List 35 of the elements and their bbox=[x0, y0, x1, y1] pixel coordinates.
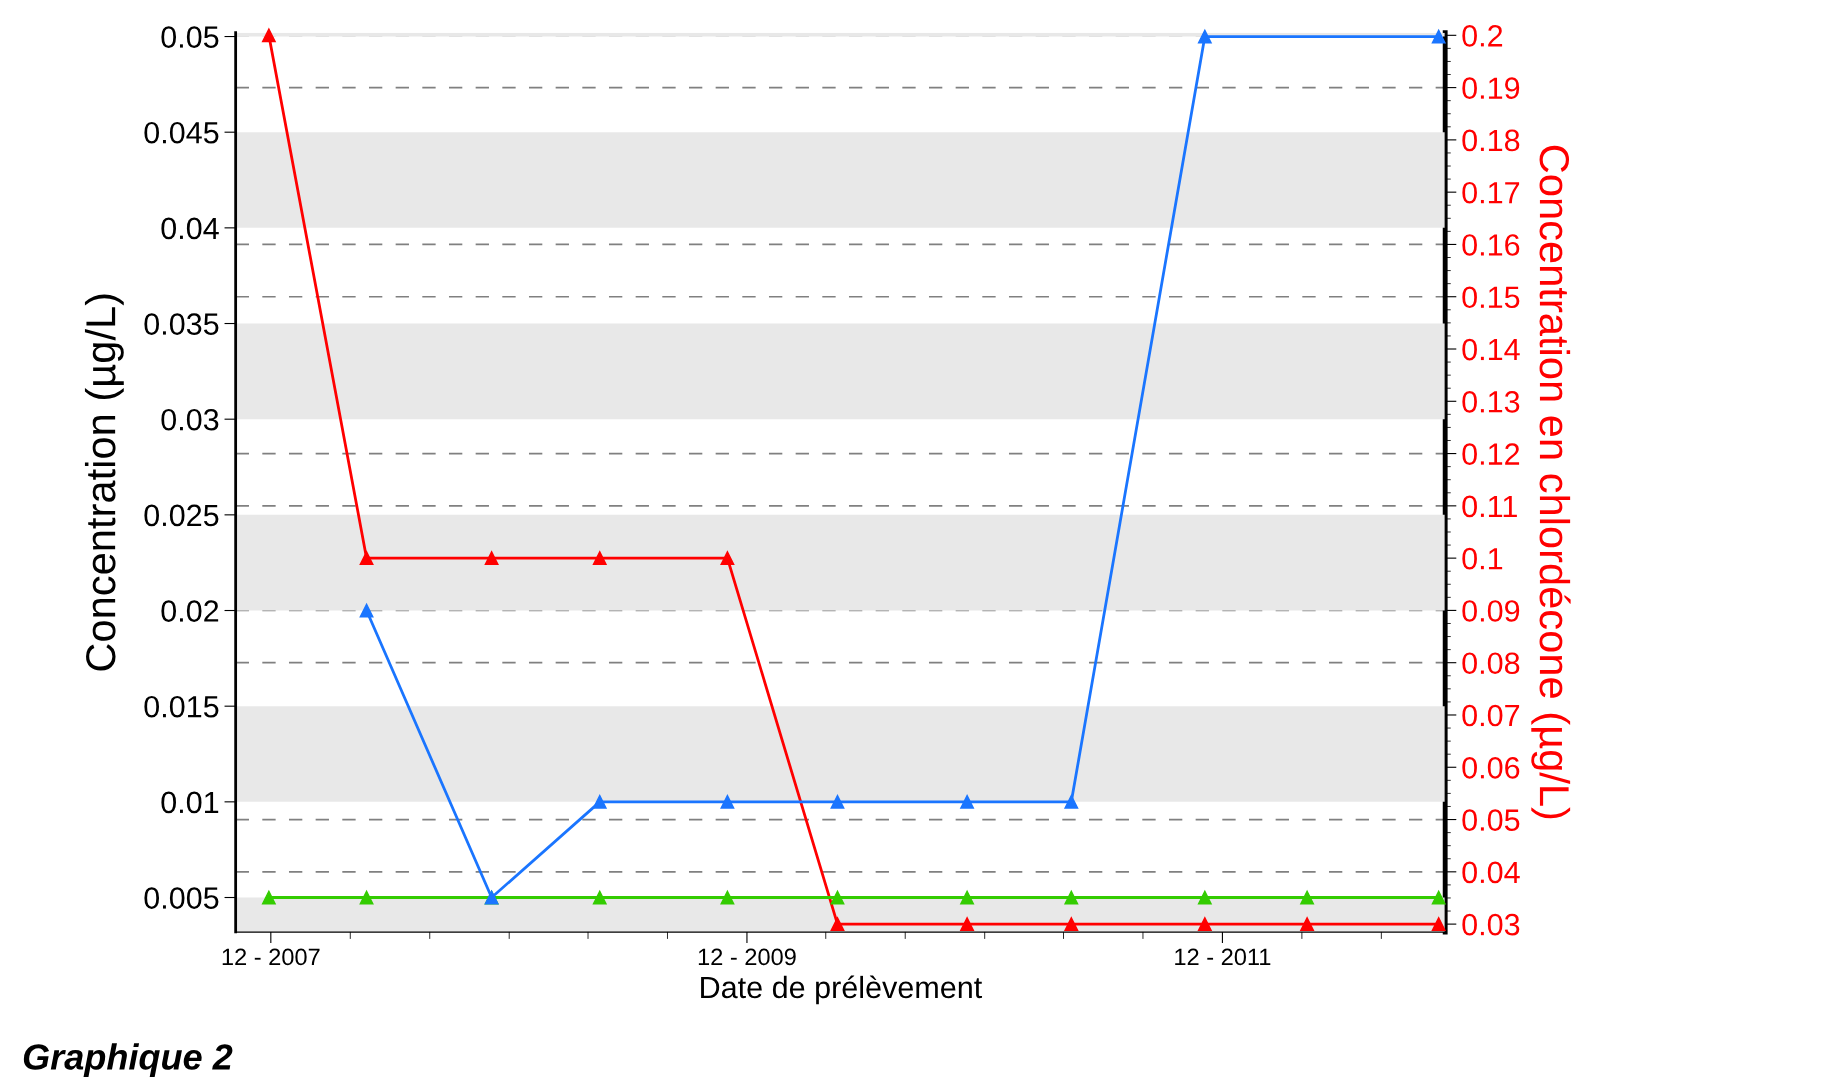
y-tick-label: 0.045 bbox=[144, 121, 219, 144]
y2-tick-label: 0.1 bbox=[1462, 547, 1503, 570]
y2-tick-label: 0.05 bbox=[1462, 809, 1520, 831]
x-tick-label: 12 - 2007 bbox=[222, 948, 320, 966]
y2-tick-label: 0.18 bbox=[1462, 129, 1520, 152]
y-tick-label: 0.03 bbox=[161, 408, 219, 431]
y-tick-label: 0.005 bbox=[144, 887, 219, 909]
x-tick-label: 12 - 2011 bbox=[1175, 948, 1271, 966]
y-tick-label: 0.035 bbox=[144, 313, 219, 335]
text: Graphique 2 bbox=[23, 1043, 233, 1077]
y2-tick-label: 0.2 bbox=[1462, 25, 1503, 47]
y-tick-label: 0.025 bbox=[144, 504, 219, 527]
y2-tick-label: 0.06 bbox=[1462, 757, 1520, 779]
y2-tick-label: 0.07 bbox=[1462, 704, 1520, 727]
y2-tick-label: 0.09 bbox=[1462, 600, 1520, 622]
y-tick-label: 0.02 bbox=[161, 600, 219, 622]
y2-tick-label: 0.16 bbox=[1462, 234, 1520, 256]
y-tick-label: 0.01 bbox=[161, 791, 219, 814]
y2-tick-label: 0.03 bbox=[1462, 913, 1520, 936]
y2-tick-label: 0.15 bbox=[1462, 286, 1520, 309]
y-axis-title: Concentration (µg/L) bbox=[84, 294, 124, 671]
y2-tick-label: 0.11 bbox=[1462, 495, 1517, 518]
y-tick-label: 0.015 bbox=[144, 695, 219, 718]
y2-tick-label: 0.14 bbox=[1462, 338, 1520, 361]
x-axis-title: Date de prélèvement bbox=[701, 975, 983, 1005]
y2-tick-label: 0.04 bbox=[1462, 861, 1520, 884]
y-tick-label: 0.04 bbox=[161, 217, 219, 240]
y2-tick-label: 0.08 bbox=[1462, 652, 1520, 675]
y-tick-label: 0.05 bbox=[161, 26, 219, 48]
y2-tick-label: 0.19 bbox=[1462, 77, 1520, 99]
y2-tick-label: 0.13 bbox=[1462, 391, 1520, 413]
y2-tick-label: 0.12 bbox=[1462, 443, 1520, 465]
y2-axis-title: Concentration en chlordécone (µg/L) bbox=[1531, 145, 1571, 819]
y2-tick-label: 0.17 bbox=[1462, 181, 1520, 204]
x-tick-label: 12 - 2009 bbox=[698, 948, 796, 966]
